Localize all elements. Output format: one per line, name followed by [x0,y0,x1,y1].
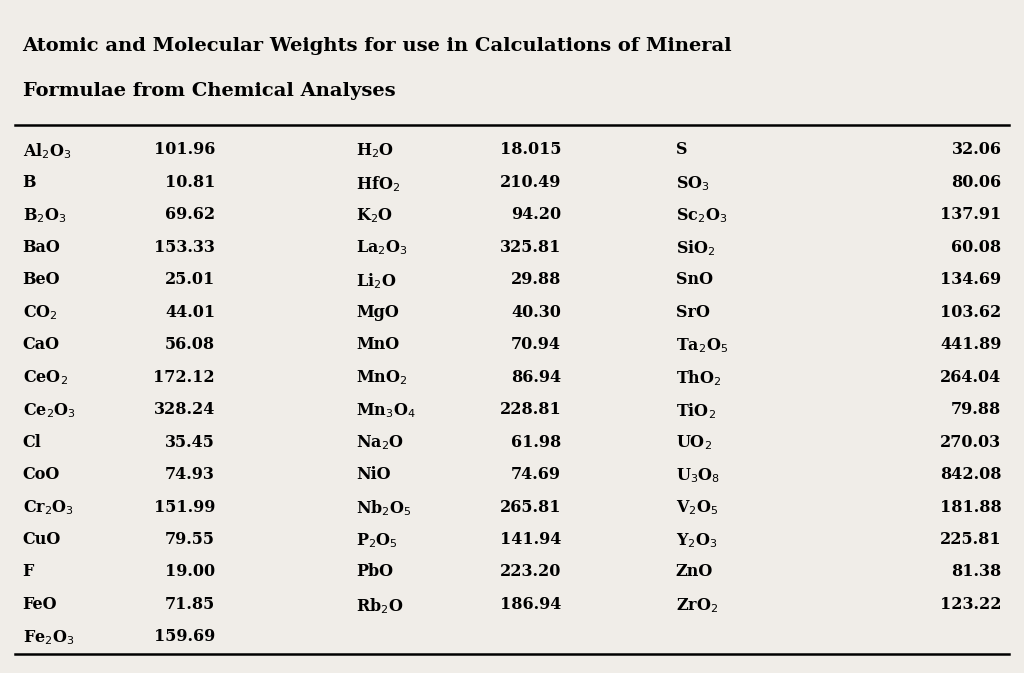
Text: Ce$_2$O$_3$: Ce$_2$O$_3$ [23,401,76,420]
Text: B$_2$O$_3$: B$_2$O$_3$ [23,206,66,225]
Text: 69.62: 69.62 [165,206,215,223]
Text: MgO: MgO [356,304,399,321]
Text: 265.81: 265.81 [500,499,561,516]
Text: CoO: CoO [23,466,59,483]
Text: CeO$_2$: CeO$_2$ [23,369,68,388]
Text: Rb$_2$O: Rb$_2$O [356,596,403,616]
Text: 141.94: 141.94 [500,531,561,548]
Text: Cl: Cl [23,433,41,451]
Text: 61.98: 61.98 [511,433,561,451]
Text: Sc$_2$O$_3$: Sc$_2$O$_3$ [676,206,727,225]
Text: Na$_2$O: Na$_2$O [356,433,404,452]
Text: F: F [23,563,34,581]
Text: 18.015: 18.015 [500,141,561,158]
Text: 70.94: 70.94 [511,336,561,353]
Text: 270.03: 270.03 [940,433,1001,451]
Text: 137.91: 137.91 [940,206,1001,223]
Text: SrO: SrO [676,304,710,321]
Text: V$_2$O$_5$: V$_2$O$_5$ [676,499,718,518]
Text: 79.55: 79.55 [165,531,215,548]
Text: 25.01: 25.01 [165,271,215,288]
Text: 123.22: 123.22 [940,596,1001,613]
Text: NiO: NiO [356,466,391,483]
Text: ZnO: ZnO [676,563,713,581]
Text: HfO$_2$: HfO$_2$ [356,174,400,194]
Text: 151.99: 151.99 [154,499,215,516]
Text: 74.93: 74.93 [165,466,215,483]
Text: 60.08: 60.08 [951,239,1001,256]
Text: PbO: PbO [356,563,393,581]
Text: 181.88: 181.88 [940,499,1001,516]
Text: 32.06: 32.06 [951,141,1001,158]
Text: Fe$_2$O$_3$: Fe$_2$O$_3$ [23,629,74,647]
Text: FeO: FeO [23,596,57,613]
Text: ThO$_2$: ThO$_2$ [676,369,722,388]
Text: SiO$_2$: SiO$_2$ [676,239,716,258]
Text: Li$_2$O: Li$_2$O [356,271,396,291]
Text: 35.45: 35.45 [165,433,215,451]
Text: CaO: CaO [23,336,59,353]
Text: 86.94: 86.94 [511,369,561,386]
Text: SnO: SnO [676,271,713,288]
Text: 223.20: 223.20 [500,563,561,581]
Text: 103.62: 103.62 [940,304,1001,321]
Text: 186.94: 186.94 [500,596,561,613]
Text: 10.81: 10.81 [165,174,215,191]
Text: ZrO$_2$: ZrO$_2$ [676,596,718,614]
Text: 842.08: 842.08 [940,466,1001,483]
Text: 56.08: 56.08 [165,336,215,353]
Text: 44.01: 44.01 [165,304,215,321]
Text: K$_2$O: K$_2$O [356,206,393,225]
Text: 94.20: 94.20 [511,206,561,223]
Text: BeO: BeO [23,271,60,288]
Text: 40.30: 40.30 [511,304,561,321]
Text: Nb$_2$O$_5$: Nb$_2$O$_5$ [356,499,412,518]
Text: S: S [676,141,687,158]
Text: 29.88: 29.88 [511,271,561,288]
Text: 325.81: 325.81 [500,239,561,256]
Text: BaO: BaO [23,239,60,256]
Text: 81.38: 81.38 [951,563,1001,581]
Text: 79.88: 79.88 [951,401,1001,418]
Text: 101.96: 101.96 [154,141,215,158]
Text: 172.12: 172.12 [154,369,215,386]
Text: H$_2$O: H$_2$O [356,141,394,160]
Text: 74.69: 74.69 [511,466,561,483]
Text: 153.33: 153.33 [155,239,215,256]
Text: Y$_2$O$_3$: Y$_2$O$_3$ [676,531,718,550]
Text: Atomic and Molecular Weights for use in Calculations of Mineral: Atomic and Molecular Weights for use in … [23,37,732,55]
Text: Mn$_3$O$_4$: Mn$_3$O$_4$ [356,401,416,420]
Text: B: B [23,174,36,191]
Text: Cr$_2$O$_3$: Cr$_2$O$_3$ [23,499,74,518]
Text: P$_2$O$_5$: P$_2$O$_5$ [356,531,398,550]
Text: 19.00: 19.00 [165,563,215,581]
Text: CO$_2$: CO$_2$ [23,304,57,322]
Text: 210.49: 210.49 [500,174,561,191]
Text: La$_2$O$_3$: La$_2$O$_3$ [356,239,408,258]
Text: 228.81: 228.81 [500,401,561,418]
Text: TiO$_2$: TiO$_2$ [676,401,716,421]
Text: MnO: MnO [356,336,399,353]
Text: 441.89: 441.89 [940,336,1001,353]
Text: 71.85: 71.85 [165,596,215,613]
Text: 134.69: 134.69 [940,271,1001,288]
Text: MnO$_2$: MnO$_2$ [356,369,408,388]
Text: CuO: CuO [23,531,60,548]
Text: U$_3$O$_8$: U$_3$O$_8$ [676,466,720,485]
Text: 80.06: 80.06 [951,174,1001,191]
Text: Ta$_2$O$_5$: Ta$_2$O$_5$ [676,336,728,355]
Text: 264.04: 264.04 [940,369,1001,386]
Text: 159.69: 159.69 [154,629,215,645]
Text: 328.24: 328.24 [154,401,215,418]
Text: Formulae from Chemical Analyses: Formulae from Chemical Analyses [23,82,395,100]
Text: UO$_2$: UO$_2$ [676,433,712,452]
Text: 225.81: 225.81 [940,531,1001,548]
Text: SO$_3$: SO$_3$ [676,174,710,192]
Text: Al$_2$O$_3$: Al$_2$O$_3$ [23,141,71,161]
